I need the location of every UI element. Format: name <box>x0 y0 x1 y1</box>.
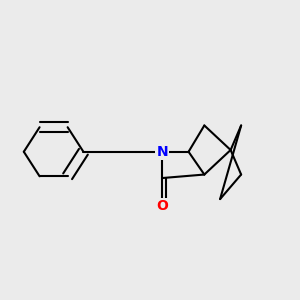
Text: N: N <box>157 145 168 159</box>
Text: O: O <box>156 199 168 213</box>
